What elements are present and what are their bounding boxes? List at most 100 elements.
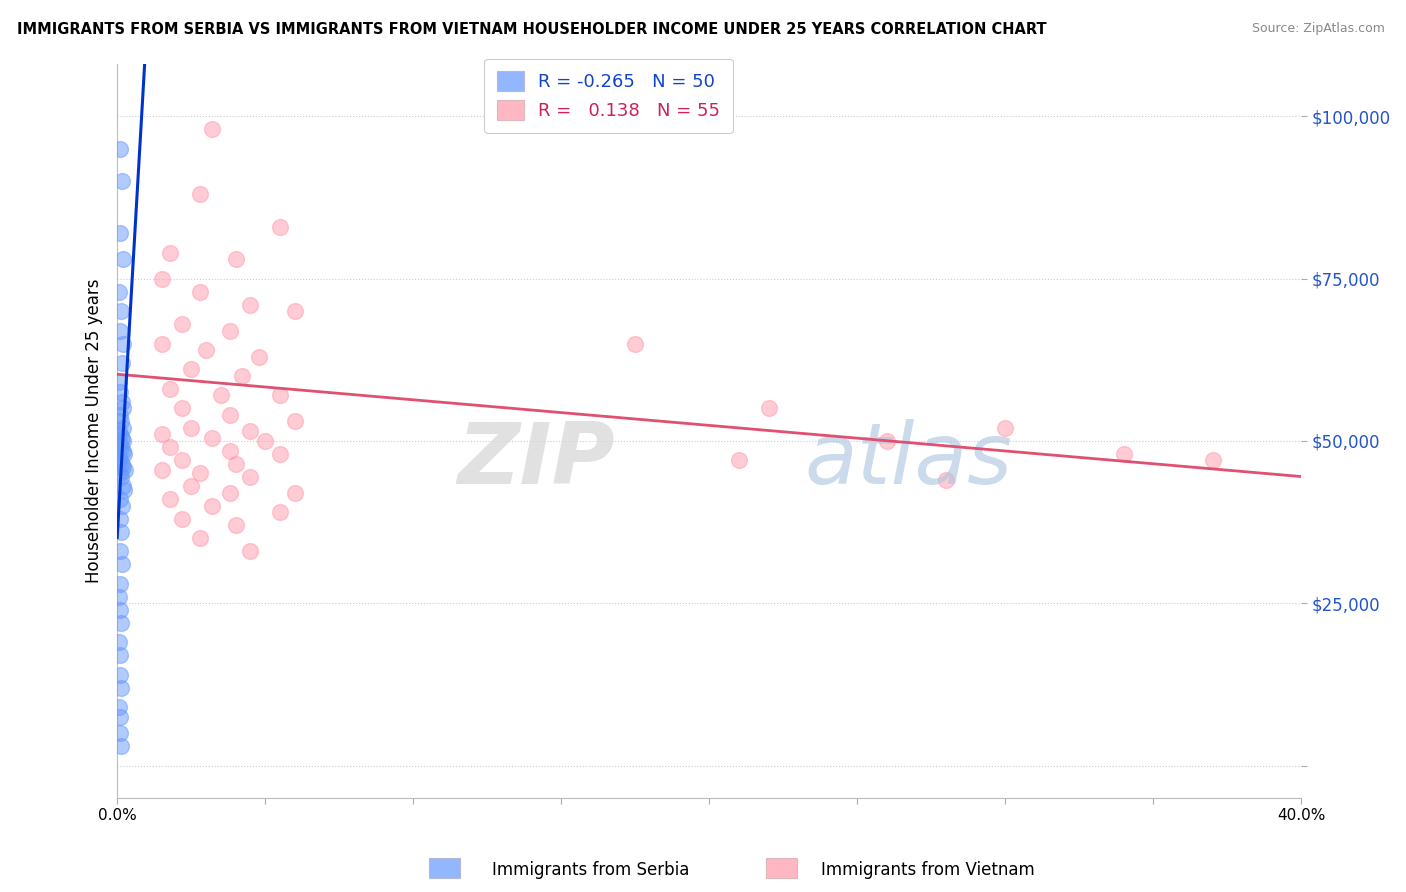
Point bbox=[231, 369, 253, 384]
Point bbox=[108, 492, 131, 507]
Text: Source: ZipAtlas.com: Source: ZipAtlas.com bbox=[1251, 22, 1385, 36]
Point bbox=[111, 558, 134, 572]
Point bbox=[218, 486, 240, 500]
Point bbox=[111, 395, 134, 409]
Point bbox=[172, 453, 194, 467]
Point bbox=[108, 576, 131, 591]
Point bbox=[195, 343, 218, 357]
Point bbox=[110, 615, 132, 630]
Point bbox=[876, 434, 898, 448]
Point bbox=[225, 457, 247, 471]
Point bbox=[111, 443, 134, 458]
Point bbox=[758, 401, 780, 416]
Point bbox=[1201, 453, 1223, 467]
Point bbox=[111, 252, 134, 266]
Point bbox=[284, 304, 307, 318]
Point bbox=[150, 336, 173, 351]
Text: Immigrants from Vietnam: Immigrants from Vietnam bbox=[821, 861, 1035, 879]
Point bbox=[110, 739, 132, 753]
Point bbox=[111, 431, 134, 445]
Point bbox=[110, 414, 132, 428]
Point bbox=[209, 388, 232, 402]
Point bbox=[114, 463, 136, 477]
Point bbox=[108, 408, 131, 422]
Point bbox=[159, 492, 181, 507]
Point bbox=[269, 447, 291, 461]
Point bbox=[172, 401, 194, 416]
Point bbox=[112, 336, 135, 351]
Point bbox=[239, 424, 262, 438]
Point bbox=[111, 356, 134, 370]
Point bbox=[110, 524, 132, 539]
Y-axis label: Householder Income Under 25 years: Householder Income Under 25 years bbox=[86, 279, 103, 583]
Point bbox=[201, 431, 224, 445]
Point bbox=[225, 518, 247, 533]
Point bbox=[108, 453, 131, 467]
Point bbox=[218, 443, 240, 458]
Point bbox=[150, 427, 173, 442]
Point bbox=[108, 603, 131, 617]
Point bbox=[728, 453, 751, 467]
Point bbox=[112, 459, 135, 474]
Point bbox=[254, 434, 277, 448]
Point bbox=[239, 297, 262, 311]
Point bbox=[108, 726, 131, 740]
Point bbox=[111, 479, 134, 493]
Text: IMMIGRANTS FROM SERBIA VS IMMIGRANTS FROM VIETNAM HOUSEHOLDER INCOME UNDER 25 YE: IMMIGRANTS FROM SERBIA VS IMMIGRANTS FRO… bbox=[17, 22, 1046, 37]
Point bbox=[108, 385, 131, 400]
Point bbox=[247, 350, 270, 364]
Point bbox=[108, 512, 131, 526]
Point bbox=[624, 336, 647, 351]
Point bbox=[188, 467, 211, 481]
Point bbox=[172, 512, 194, 526]
Point bbox=[110, 441, 132, 455]
Point bbox=[218, 324, 240, 338]
Point bbox=[108, 467, 131, 481]
Text: atlas: atlas bbox=[804, 419, 1012, 502]
Legend: R = -0.265   N = 50, R =   0.138   N = 55: R = -0.265 N = 50, R = 0.138 N = 55 bbox=[484, 59, 733, 133]
Point bbox=[108, 427, 131, 442]
Point bbox=[107, 450, 129, 465]
Point bbox=[284, 486, 307, 500]
Point bbox=[284, 414, 307, 428]
Point bbox=[107, 590, 129, 604]
Text: Immigrants from Serbia: Immigrants from Serbia bbox=[492, 861, 689, 879]
Point bbox=[107, 635, 129, 649]
Point bbox=[108, 700, 131, 714]
Point bbox=[107, 424, 129, 438]
Point bbox=[108, 437, 131, 451]
Point bbox=[108, 710, 131, 724]
Point bbox=[107, 376, 129, 390]
Point bbox=[994, 421, 1017, 435]
Point bbox=[108, 142, 131, 156]
Point bbox=[188, 532, 211, 546]
Point bbox=[935, 473, 957, 487]
Point bbox=[269, 388, 291, 402]
Point bbox=[269, 505, 291, 519]
Point bbox=[201, 499, 224, 513]
Point bbox=[108, 226, 131, 240]
Point bbox=[172, 317, 194, 331]
Point bbox=[110, 304, 132, 318]
Point bbox=[159, 382, 181, 396]
Point bbox=[110, 469, 132, 483]
Point bbox=[107, 285, 129, 299]
Point bbox=[180, 421, 202, 435]
Point bbox=[112, 434, 135, 448]
Point bbox=[218, 408, 240, 422]
Point bbox=[239, 544, 262, 558]
Point bbox=[180, 362, 202, 376]
Point bbox=[201, 122, 224, 136]
Point bbox=[111, 421, 134, 435]
Point bbox=[1112, 447, 1135, 461]
Point bbox=[150, 463, 173, 477]
Point bbox=[239, 469, 262, 483]
Point bbox=[108, 324, 131, 338]
Point bbox=[111, 499, 134, 513]
Point bbox=[112, 483, 135, 497]
Point bbox=[110, 681, 132, 695]
Point bbox=[188, 285, 211, 299]
Point bbox=[180, 0, 202, 6]
Point bbox=[108, 544, 131, 558]
Point bbox=[112, 447, 135, 461]
